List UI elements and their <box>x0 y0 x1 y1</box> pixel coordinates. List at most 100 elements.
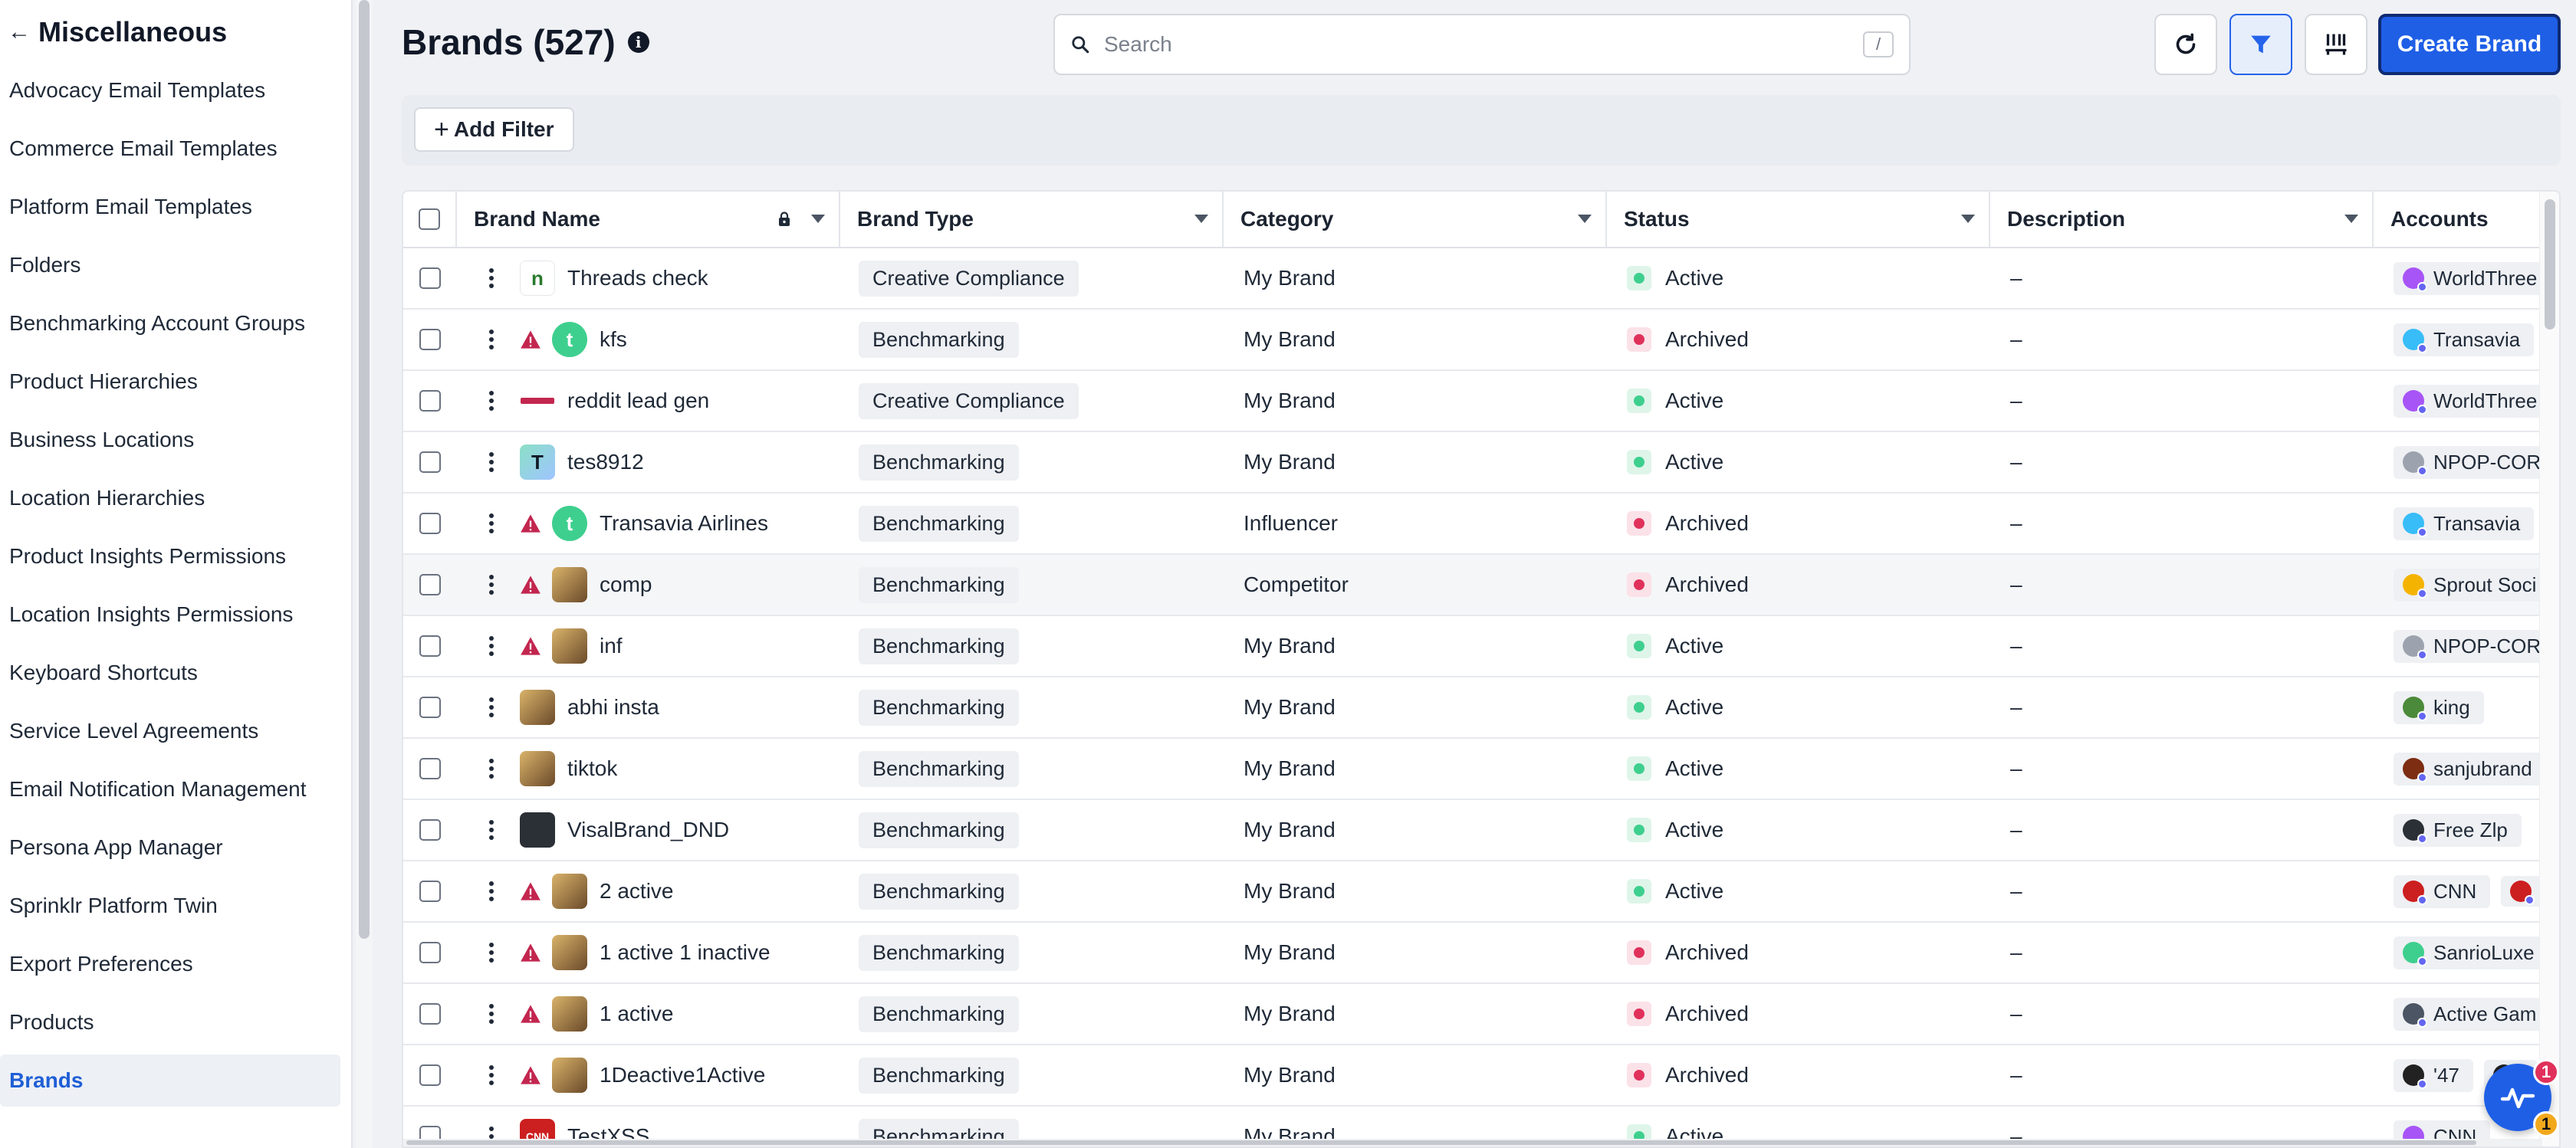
info-icon[interactable]: i <box>627 31 649 53</box>
sidebar-item-location-hierarchies[interactable]: Location Hierarchies <box>9 486 205 510</box>
search-box[interactable]: / <box>1053 14 1911 75</box>
sort-caret-icon[interactable] <box>1194 215 1208 223</box>
table-horizontal-scrollbar[interactable] <box>403 1139 2542 1146</box>
account-chip[interactable]: NPOP-COR <box>2394 445 2542 479</box>
back-arrow-icon[interactable]: ← <box>8 19 31 44</box>
sidebar-item-business-locations[interactable]: Business Locations <box>9 428 195 451</box>
brand-name-cell[interactable]: 2 active <box>457 861 840 921</box>
sidebar-item-product-hierarchies[interactable]: Product Hierarchies <box>9 369 198 393</box>
sort-caret-icon[interactable] <box>811 215 825 223</box>
table-scrollbar-thumb[interactable] <box>2545 199 2555 330</box>
row-checkbox[interactable] <box>419 1003 441 1025</box>
more-options-icon[interactable] <box>489 820 494 840</box>
account-chip[interactable]: '47 <box>2394 1058 2473 1092</box>
brand-name-cell[interactable]: abhi insta <box>457 677 840 737</box>
brand-name-cell[interactable]: t Transavia Airlines <box>457 494 840 553</box>
row-checkbox[interactable] <box>419 329 441 350</box>
account-chip[interactable]: Transavia <box>2394 507 2535 540</box>
account-chip[interactable]: SanrioLuxe <box>2394 936 2542 969</box>
sort-caret-icon[interactable] <box>1961 215 1975 223</box>
more-options-icon[interactable] <box>489 268 494 288</box>
row-checkbox[interactable] <box>419 451 441 473</box>
sidebar-item-benchmarking-account-groups[interactable]: Benchmarking Account Groups <box>9 311 305 335</box>
create-brand-button[interactable]: Create Brand <box>2378 14 2561 75</box>
more-options-icon[interactable] <box>489 943 494 963</box>
column-header-accounts[interactable]: Accounts <box>2374 192 2550 247</box>
more-options-icon[interactable] <box>489 1004 494 1024</box>
sort-caret-icon[interactable] <box>1578 215 1592 223</box>
table-row[interactable]: inf Benchmarking My Brand Active – NPOP-COR <box>403 616 2559 677</box>
table-row[interactable]: t kfs Benchmarking My Brand Archived – Transav… <box>403 310 2559 371</box>
add-filter-button[interactable]: + Add Filter <box>414 107 574 152</box>
sidebar-item-service-level-agreements[interactable]: Service Level Agreements <box>9 719 259 743</box>
more-options-icon[interactable] <box>489 391 494 411</box>
more-options-icon[interactable] <box>489 881 494 901</box>
refresh-button[interactable] <box>2154 14 2217 75</box>
brand-name-cell[interactable]: tiktok <box>457 739 840 799</box>
brand-name-cell[interactable]: inf <box>457 616 840 676</box>
sidebar-item-commerce-email-templates[interactable]: Commerce Email Templates <box>9 136 278 160</box>
sidebar-scrollbar[interactable] <box>356 0 373 1148</box>
row-checkbox[interactable] <box>419 697 441 718</box>
sidebar-item-brands[interactable]: Brands <box>0 1055 340 1107</box>
account-chip[interactable]: Free Zlp <box>2394 813 2522 847</box>
table-row[interactable]: 1 active 1 inactive Benchmarking My Brand A… <box>403 923 2559 984</box>
row-checkbox[interactable] <box>419 574 441 595</box>
brand-name-cell[interactable]: 1Deactive1Active <box>457 1045 840 1105</box>
brand-name-cell[interactable]: n Threads check <box>457 248 840 308</box>
account-chip[interactable]: Sprout Soci <box>2394 568 2542 602</box>
more-options-icon[interactable] <box>489 697 494 717</box>
row-checkbox[interactable] <box>419 881 441 902</box>
sidebar-item-export-preferences[interactable]: Export Preferences <box>9 952 193 976</box>
sidebar-item-keyboard-shortcuts[interactable]: Keyboard Shortcuts <box>9 661 198 684</box>
account-chip[interactable]: WorldThree <box>2394 261 2542 295</box>
row-checkbox[interactable] <box>419 1064 441 1086</box>
sidebar-item-platform-email-templates[interactable]: Platform Email Templates <box>9 195 252 218</box>
more-options-icon[interactable] <box>489 759 494 779</box>
brand-name-cell[interactable]: comp <box>457 555 840 615</box>
table-row[interactable]: comp Benchmarking Competitor Archived – Sprou… <box>403 555 2559 616</box>
column-header-description[interactable]: Description <box>1990 192 2374 247</box>
column-settings-button[interactable] <box>2305 14 2367 75</box>
account-chip[interactable] <box>2501 876 2542 907</box>
sidebar-item-sprinklr-platform-twin[interactable]: Sprinklr Platform Twin <box>9 894 218 917</box>
row-checkbox[interactable] <box>419 942 441 963</box>
account-chip[interactable]: WorldThree <box>2394 384 2542 418</box>
sidebar-item-advocacy-email-templates[interactable]: Advocacy Email Templates <box>9 78 266 102</box>
column-header-status[interactable]: Status <box>1607 192 1990 247</box>
brand-name-cell[interactable]: VisalBrand_DND <box>457 800 840 860</box>
table-row[interactable]: reddit lead gen Creative Compliance My Bra… <box>403 371 2559 432</box>
brand-name-cell[interactable]: t kfs <box>457 310 840 369</box>
sidebar-item-location-insights-permissions[interactable]: Location Insights Permissions <box>9 602 294 626</box>
table-row[interactable]: 1Deactive1Active Benchmarking My Brand Arch… <box>403 1045 2559 1107</box>
table-row[interactable]: abhi insta Benchmarking My Brand Active – kin… <box>403 677 2559 739</box>
account-chip[interactable]: king <box>2394 690 2484 724</box>
search-input[interactable] <box>1104 32 1863 57</box>
more-options-icon[interactable] <box>489 1065 494 1085</box>
account-chip[interactable]: NPOP-COR <box>2394 629 2542 663</box>
table-row[interactable]: VisalBrand_DND Benchmarking My Brand Active… <box>403 800 2559 861</box>
table-row[interactable]: 1 active Benchmarking My Brand Archived – Act… <box>403 984 2559 1045</box>
row-checkbox[interactable] <box>419 267 441 289</box>
more-options-icon[interactable] <box>489 330 494 349</box>
account-chip[interactable]: sanjubrand <box>2394 752 2542 786</box>
sidebar-item-products[interactable]: Products <box>9 1010 94 1034</box>
brand-name-cell[interactable]: reddit lead gen <box>457 371 840 431</box>
row-checkbox[interactable] <box>419 758 441 779</box>
row-checkbox[interactable] <box>419 635 441 657</box>
sidebar-item-persona-app-manager[interactable]: Persona App Manager <box>9 835 223 859</box>
table-row[interactable]: n Threads check Creative Compliance My Bran… <box>403 248 2559 310</box>
select-all-checkbox[interactable] <box>419 208 440 230</box>
more-options-icon[interactable] <box>489 575 494 595</box>
brand-name-cell[interactable]: 1 active 1 inactive <box>457 923 840 982</box>
sidebar-item-folders[interactable]: Folders <box>9 253 81 277</box>
row-checkbox[interactable] <box>419 819 441 841</box>
table-row[interactable]: tiktok Benchmarking My Brand Active – sanjubr… <box>403 739 2559 800</box>
sidebar-scrollbar-thumb[interactable] <box>359 0 370 939</box>
table-horizontal-scrollbar-thumb[interactable] <box>406 1140 2476 1145</box>
sort-caret-icon[interactable] <box>2344 215 2358 223</box>
column-header-category[interactable]: Category <box>1224 192 1607 247</box>
row-checkbox[interactable] <box>419 390 441 412</box>
